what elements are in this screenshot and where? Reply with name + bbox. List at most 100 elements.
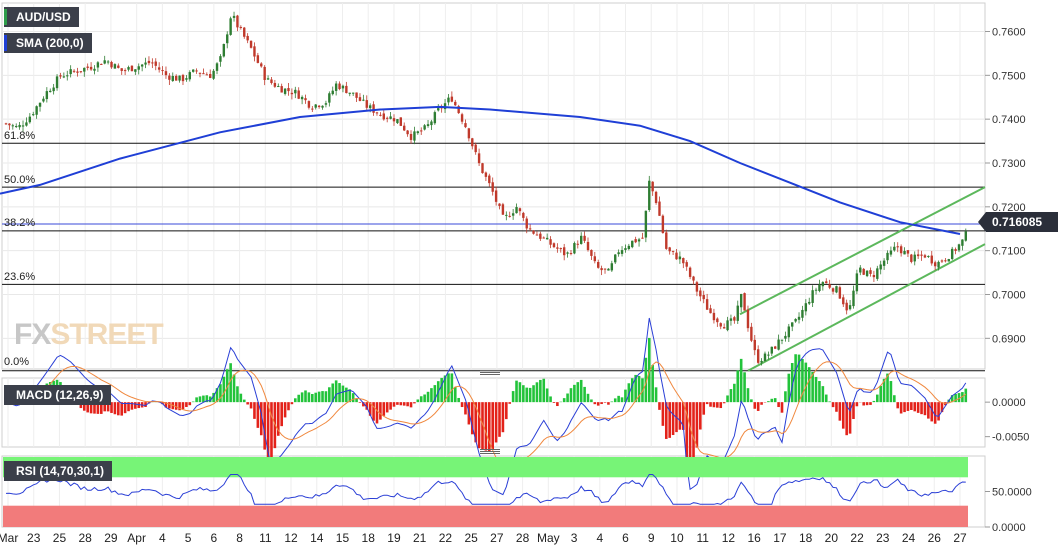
macd-histogram-bar [845,402,848,436]
x-tick-label: 28 [79,531,93,545]
candle-body [539,233,542,239]
candle-body [552,243,556,248]
macd-histogram-bar [375,402,379,424]
candle-body [665,232,668,249]
candle-body [154,61,157,66]
candle-body [185,78,188,80]
candle-body [474,144,477,153]
candle-body [600,268,603,271]
x-tick-label: 29 [104,531,118,545]
candle-body [671,250,675,252]
macd-histogram-bar [103,402,107,412]
candle-body [739,293,743,308]
candle-body [607,268,610,271]
candle-body [62,76,66,78]
macd-histogram-bar [481,402,484,450]
candle-body [685,262,688,267]
candle-body [654,191,658,203]
candle-body [86,66,89,68]
candle-body [100,63,103,65]
macd-histogram-bar [940,402,944,413]
candle-body [443,103,447,110]
macd-histogram-bar [498,402,501,437]
panel-splitter-2[interactable] [480,449,500,454]
x-tick-label: 16 [747,531,761,545]
candle-body [147,60,151,64]
candle-body [403,125,406,131]
candle-body [300,96,304,100]
x-tick-label: 17 [773,531,787,545]
candle-body [579,235,583,244]
macd-histogram-bar [382,402,386,416]
candle-body [72,70,76,72]
panel-splitter-1[interactable] [480,370,500,375]
candle-body [392,118,396,122]
macd-histogram-bar [185,402,188,407]
macd-histogram-bar [688,402,692,477]
macd-histogram-bar [869,402,872,405]
x-tick-label: 27 [953,531,967,545]
candle-body [117,65,120,68]
macd-histogram-bar [617,395,620,403]
candle-body [573,243,576,254]
macd-histogram-bar [787,373,791,403]
macd-histogram-bar [903,402,906,413]
macd-histogram-bar [334,380,338,403]
candle-body [232,15,236,18]
macd-histogram-bar [396,402,399,405]
macd-tag[interactable]: MACD (12,26,9) [4,385,112,405]
macd-histogram-bar [341,385,345,403]
candle-body [913,254,916,262]
candle-body [120,68,123,71]
candle-body [852,290,855,307]
candle-body [542,237,545,239]
x-tick-label: 21 [413,531,427,545]
macd-histogram-bar [123,402,127,414]
candle-body [825,281,828,284]
macd-histogram-bar [848,402,852,434]
candle-body [239,26,243,28]
macd-histogram-bar [586,393,590,403]
candle-body [750,326,753,341]
candle-body [368,105,372,109]
symbol-tag[interactable]: AUD/USD [4,7,79,27]
macd-histogram-bar [287,402,290,411]
candle-body [804,303,808,312]
macd-histogram-bar [351,393,355,403]
macd-histogram-bar [501,402,505,433]
candle-body [219,56,222,62]
x-tick-label: 9 [648,531,655,545]
rsi-tag[interactable]: RSI (14,70,30,1) [4,461,113,481]
candle-body [287,88,290,92]
candle-body [648,180,651,210]
sma-tag[interactable]: SMA (200,0) [4,33,92,53]
macd-histogram-bar [569,388,573,403]
macd-histogram-bar [457,397,460,403]
candle-body [617,252,620,255]
macd-histogram-bar [464,402,467,415]
candle-body [569,253,573,255]
candle-body [511,213,515,216]
macd-histogram-bar [889,381,893,403]
x-tick-label: 10 [670,531,684,545]
candle-body [93,68,96,71]
candle-body [406,130,409,135]
candle-body [586,241,590,251]
candle-body [821,282,825,287]
candle-body [865,270,869,277]
watermark-street: STREET [50,318,163,351]
x-tick-label: 22 [850,531,864,545]
macd-histogram-bar [413,402,416,404]
macd-histogram-bar [331,383,335,403]
macd-histogram-bar [882,378,886,403]
candle-body [106,61,110,63]
macd-histogram-bar [208,396,212,403]
macd-histogram-bar [664,402,668,439]
macd-histogram-bar [453,386,457,403]
y-tick-label: 0.7300 [992,158,1026,170]
candle-body [317,105,321,108]
macd-histogram-bar [726,395,729,403]
candle-body [525,218,528,229]
candle-body [808,301,811,304]
candle-body [688,267,692,277]
